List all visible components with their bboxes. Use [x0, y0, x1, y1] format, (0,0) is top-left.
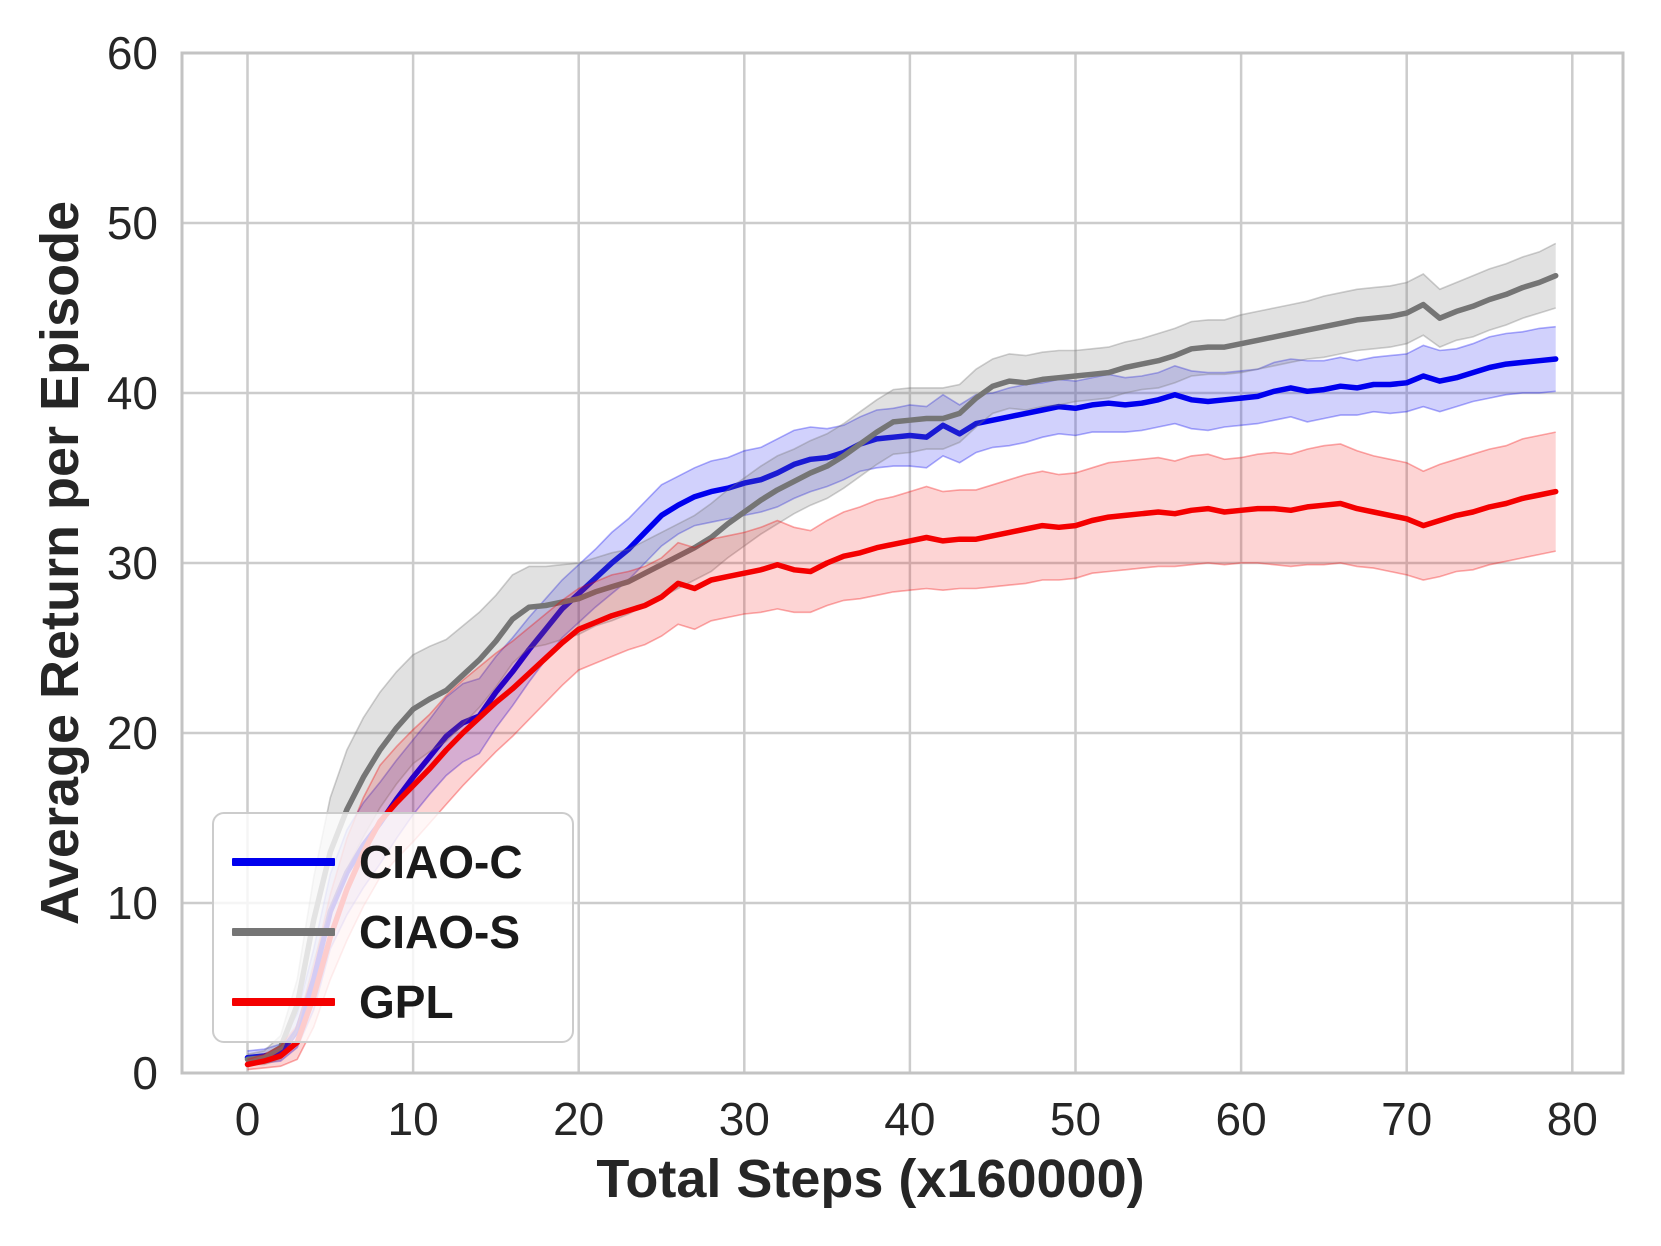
x-tick-label: 80 [1546, 1093, 1598, 1145]
legend-item-ciao-s: CIAO-S [214, 897, 572, 967]
band-edge-lower-gpl [247, 550, 1556, 1071]
x-tick-label: 10 [387, 1093, 439, 1145]
legend-label-gpl: GPL [359, 976, 454, 1028]
y-tick-label: 60 [106, 27, 158, 79]
gpl-line-swatch [232, 998, 335, 1006]
band-edge-upper-gpl [247, 431, 1556, 1061]
y-tick-label: 20 [106, 707, 158, 759]
x-tick-label: 0 [234, 1093, 261, 1145]
band-edge-lower-ciao-s [247, 307, 1556, 1066]
ciao-c-line-swatch [232, 858, 335, 866]
legend-label-ciao-s: CIAO-S [359, 906, 520, 958]
band-gpl [247, 432, 1556, 1070]
line-ciao-c [244, 356, 1559, 1061]
x-tick-label: 40 [884, 1093, 936, 1145]
band-edge-lower-ciao-c [247, 390, 1556, 1066]
plot-border [180, 51, 1625, 1075]
band-ciao-c [247, 326, 1556, 1065]
x-tick-label: 20 [553, 1093, 605, 1145]
band-edge-upper-ciao-s [247, 242, 1557, 1056]
y-tick-label: 50 [106, 197, 158, 249]
y-tick-label: 40 [106, 367, 158, 419]
line-ciao-s [244, 272, 1559, 1063]
legend-item-gpl: GPL [214, 967, 572, 1037]
x-tick-label: 60 [1215, 1093, 1267, 1145]
x-axis-title: Total Steps (x160000) [596, 1149, 1145, 1209]
band-ciao-s [247, 243, 1556, 1065]
x-tick-label: 50 [1049, 1093, 1102, 1145]
y-tick-label: 0 [132, 1047, 158, 1099]
legend: CIAO-C CIAO-S GPL [212, 812, 574, 1043]
y-tick-label: 30 [106, 537, 158, 589]
legend-label-ciao-c: CIAO-C [359, 836, 523, 888]
line-gpl [244, 488, 1559, 1068]
x-tick-label: 30 [718, 1093, 770, 1145]
y-tick-label: 10 [106, 877, 158, 929]
band-edge-upper-ciao-c [247, 325, 1556, 1052]
ciao-s-line-swatch [232, 928, 335, 936]
legend-item-ciao-c: CIAO-C [214, 827, 572, 897]
x-tick-label: 70 [1381, 1093, 1433, 1145]
